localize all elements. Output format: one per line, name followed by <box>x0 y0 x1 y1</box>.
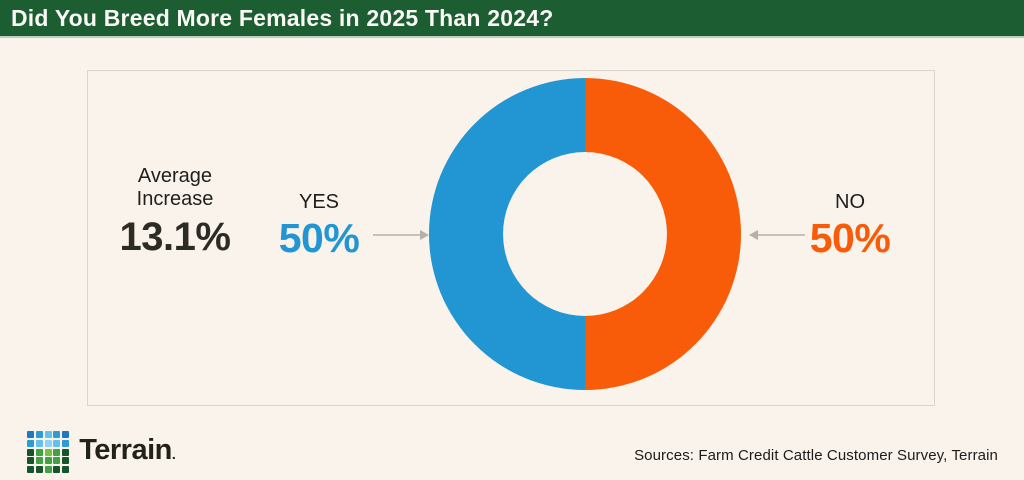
donut-slice-no <box>585 78 741 390</box>
chart-title: Did You Breed More Females in 2025 Than … <box>11 5 554 31</box>
terrain-wordmark: Terrain. <box>79 429 176 475</box>
terrain-logo: Terrain. <box>27 429 176 475</box>
terrain-logo-grid-icon <box>27 430 70 474</box>
yes-callout: YES 50% <box>254 190 384 262</box>
sources-text: Sources: Farm Credit Cattle Customer Sur… <box>634 447 998 464</box>
no-callout: NO 50% <box>785 190 915 262</box>
arrow-left-icon <box>749 230 805 240</box>
arrow-right-icon <box>373 230 429 240</box>
donut-slice-yes <box>429 78 585 390</box>
average-increase-label: Average Increase <box>136 165 214 210</box>
no-label: NO <box>835 191 865 213</box>
yes-label: YES <box>298 191 340 213</box>
no-value: 50% <box>809 215 891 261</box>
donut-chart <box>429 78 741 390</box>
title-bar: Did You Breed More Females in 2025 Than … <box>0 0 1024 38</box>
average-increase-stat: Average Increase 13.1% <box>111 165 239 260</box>
yes-value: 50% <box>278 215 360 261</box>
average-increase-value: 13.1% <box>119 215 231 259</box>
chart-panel: Average Increase 13.1% YES 50% NO 50% <box>87 70 935 406</box>
terrain-wordmark-text: Terrain <box>79 434 172 466</box>
terrain-brand-mark: . <box>171 446 176 462</box>
